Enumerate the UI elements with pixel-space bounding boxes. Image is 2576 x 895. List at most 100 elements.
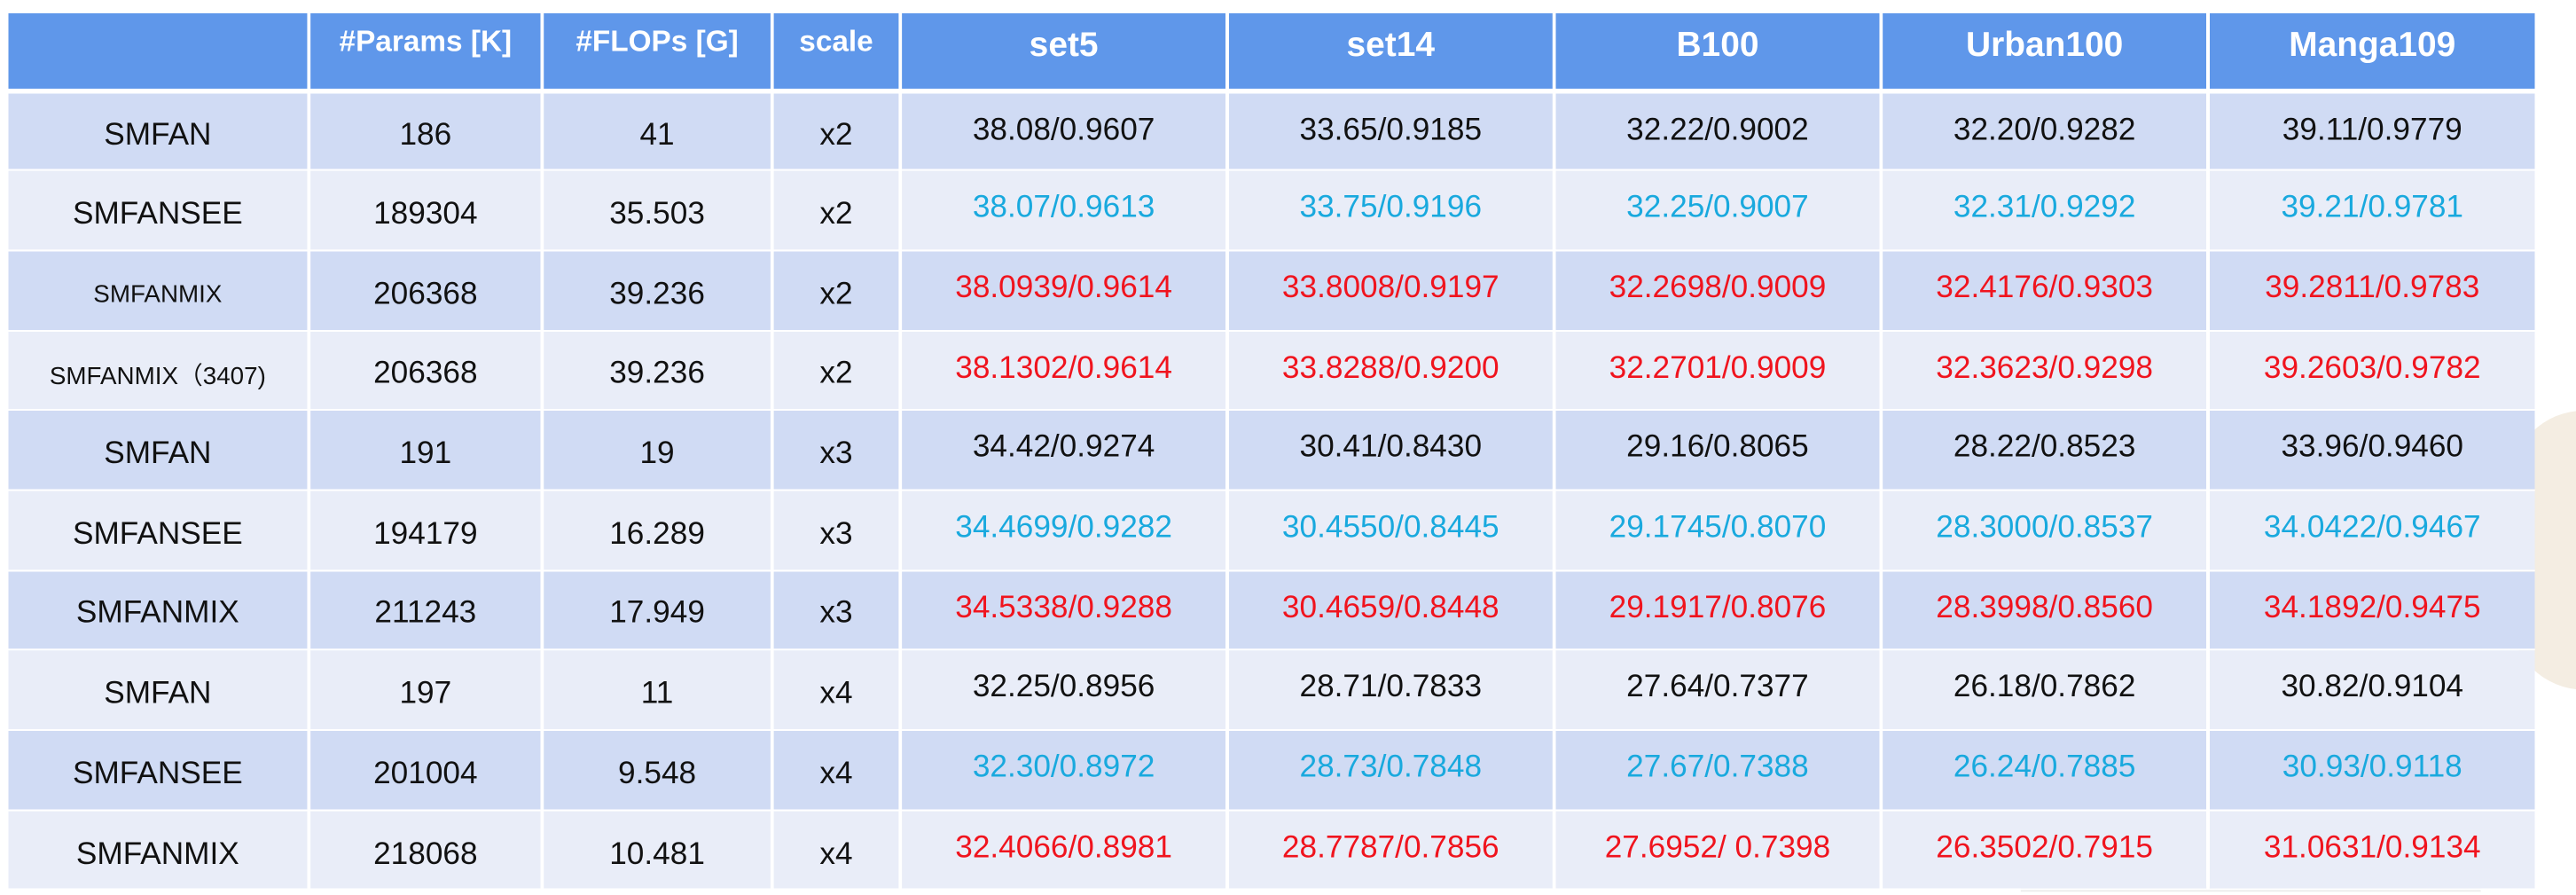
scale-cell: x2 (771, 250, 903, 332)
table-row: SMFANSEE 201004 9.548 x4 32.30/0.8972 28.73/0… (8, 729, 2535, 811)
scale-cell: x2 (771, 90, 903, 171)
params-cell: 191 (309, 410, 544, 491)
table-row: SMFAN 191 19 x3 34.42/0.9274 30.41/0.8430 29.1… (8, 410, 2535, 491)
method-cell: SMFAN (8, 410, 311, 491)
metric-cell-b100: 29.1917/0.8076 (1554, 569, 1883, 651)
header-row: #Params [K] #FLOPs [G] scale set5 set14 … (8, 12, 2535, 93)
metric-cell-b100: 27.64/0.7377 (1554, 649, 1883, 731)
metric-cell-set14: 30.4659/0.8448 (1226, 569, 1556, 651)
params-cell: 186 (309, 90, 544, 171)
scale-cell: x4 (771, 649, 903, 731)
params-cell: 189304 (309, 169, 544, 252)
scale-cell: x3 (771, 410, 903, 491)
metric-cell-b100: 32.2701/0.9009 (1554, 330, 1883, 412)
metric-cell-manga109: 30.82/0.9104 (2208, 649, 2535, 731)
metric-cell-set14: 28.7787/0.7856 (1226, 810, 1556, 891)
params-cell: 206368 (309, 250, 544, 332)
metric-cell-urban100: 28.3000/0.8537 (1881, 490, 2210, 571)
metric-cell-urban100: 28.3998/0.8560 (1881, 569, 2210, 651)
metric-cell-urban100: 32.31/0.9292 (1881, 169, 2210, 252)
metric-cell-manga109: 30.93/0.9118 (2208, 729, 2535, 811)
header-params: #Params [K] (309, 12, 544, 93)
params-cell: 194179 (309, 490, 544, 571)
metric-cell-b100: 27.67/0.7388 (1554, 729, 1883, 811)
metric-cell-set5: 38.1302/0.9614 (900, 330, 1229, 412)
metric-cell-b100: 29.16/0.8065 (1554, 410, 1883, 491)
method-cell: SMFAN (8, 90, 311, 171)
metric-cell-set5: 38.0939/0.9614 (900, 250, 1229, 332)
metric-cell-set14: 33.65/0.9185 (1226, 90, 1556, 171)
metric-cell-set5: 34.5338/0.9288 (900, 569, 1229, 651)
metric-cell-urban100: 26.24/0.7885 (1881, 729, 2210, 811)
header-b100: B100 (1554, 12, 1883, 93)
params-cell: 197 (309, 649, 544, 731)
metric-cell-set5: 38.07/0.9613 (900, 169, 1229, 252)
metric-cell-b100: 27.6952/ 0.7398 (1554, 810, 1883, 891)
flops-cell: 35.503 (542, 169, 774, 252)
method-cell: SMFANSEE (8, 490, 311, 571)
header-manga109: Manga109 (2208, 12, 2535, 93)
method-cell: SMFANMIX（3407) (8, 330, 311, 412)
scale-cell: x2 (771, 169, 903, 252)
table-row: SMFANSEE 189304 35.503 x2 38.07/0.9613 33.75/… (8, 169, 2535, 252)
table-row: SMFANMIX（3407) 206368 39.236 x2 38.1302/0.96… (8, 330, 2535, 412)
params-cell: 211243 (309, 569, 544, 651)
metric-cell-manga109: 34.0422/0.9467 (2208, 490, 2535, 571)
header-urban100: Urban100 (1881, 12, 2210, 93)
metric-cell-manga109: 31.0631/0.9134 (2208, 810, 2535, 891)
flops-cell: 10.481 (542, 810, 774, 891)
header-set14: set14 (1226, 12, 1556, 93)
metric-cell-b100: 32.25/0.9007 (1554, 169, 1883, 252)
metric-cell-set14: 33.8288/0.9200 (1226, 330, 1556, 412)
table-row: SMFAN 197 11 x4 32.25/0.8956 28.71/0.7833 27.6… (8, 649, 2535, 731)
params-cell: 201004 (309, 729, 544, 811)
params-cell: 218068 (309, 810, 544, 891)
flops-cell: 9.548 (542, 729, 774, 811)
metric-cell-urban100: 32.4176/0.9303 (1881, 250, 2210, 332)
metric-cell-set5: 34.42/0.9274 (900, 410, 1229, 491)
header-flops: #FLOPs [G] (542, 12, 774, 93)
table-row: SMFANMIX 206368 39.236 x2 38.0939/0.9614 33.8… (8, 250, 2535, 332)
results-table: #Params [K] #FLOPs [G] scale set5 set14 … (8, 12, 2535, 891)
params-cell: 206368 (309, 330, 544, 412)
metric-cell-urban100: 26.3502/0.7915 (1881, 810, 2210, 891)
metric-cell-urban100: 32.3623/0.9298 (1881, 330, 2210, 412)
metric-cell-set5: 32.25/0.8956 (900, 649, 1229, 731)
metric-cell-manga109: 39.11/0.9779 (2208, 90, 2535, 171)
metric-cell-set14: 30.41/0.8430 (1226, 410, 1556, 491)
metric-cell-urban100: 26.18/0.7862 (1881, 649, 2210, 731)
flops-cell: 41 (542, 90, 774, 171)
metric-cell-set5: 34.4699/0.9282 (900, 490, 1229, 571)
flops-cell: 11 (542, 649, 774, 731)
flops-cell: 39.236 (542, 330, 774, 412)
flops-cell: 39.236 (542, 250, 774, 332)
method-cell: SMFANSEE (8, 169, 311, 252)
scale-cell: x3 (771, 569, 903, 651)
metric-cell-manga109: 34.1892/0.9475 (2208, 569, 2535, 651)
scale-cell: x2 (771, 330, 903, 412)
method-cell: SMFANMIX (8, 569, 311, 651)
metric-cell-set5: 32.30/0.8972 (900, 729, 1229, 811)
metric-cell-manga109: 39.2811/0.9783 (2208, 250, 2535, 332)
metric-cell-set14: 28.71/0.7833 (1226, 649, 1556, 731)
scale-cell: x4 (771, 729, 903, 811)
table-row: SMFANSEE 194179 16.289 x3 34.4699/0.9282 30.4… (8, 490, 2535, 571)
header-method (8, 12, 311, 93)
flops-cell: 17.949 (542, 569, 774, 651)
metric-cell-set14: 28.73/0.7848 (1226, 729, 1556, 811)
metric-cell-b100: 32.22/0.9002 (1554, 90, 1883, 171)
metric-cell-b100: 32.2698/0.9009 (1554, 250, 1883, 332)
metric-cell-manga109: 33.96/0.9460 (2208, 410, 2535, 491)
flops-cell: 19 (542, 410, 774, 491)
method-cell: SMFANMIX (8, 250, 311, 332)
table-header: #Params [K] #FLOPs [G] scale set5 set14 … (8, 12, 2535, 93)
table-row: SMFANMIX 211243 17.949 x3 34.5338/0.9288 30.4… (8, 569, 2535, 651)
metric-cell-set14: 30.4550/0.8445 (1226, 490, 1556, 571)
metric-cell-manga109: 39.2603/0.9782 (2208, 330, 2535, 412)
scale-cell: x3 (771, 490, 903, 571)
table-row: SMFANMIX 218068 10.481 x4 32.4066/0.8981 28.7… (8, 810, 2535, 891)
flops-cell: 16.289 (542, 490, 774, 571)
metric-cell-urban100: 28.22/0.8523 (1881, 410, 2210, 491)
table-row: SMFAN 186 41 x2 38.08/0.9607 33.65/0.9185 32.2… (8, 90, 2535, 171)
